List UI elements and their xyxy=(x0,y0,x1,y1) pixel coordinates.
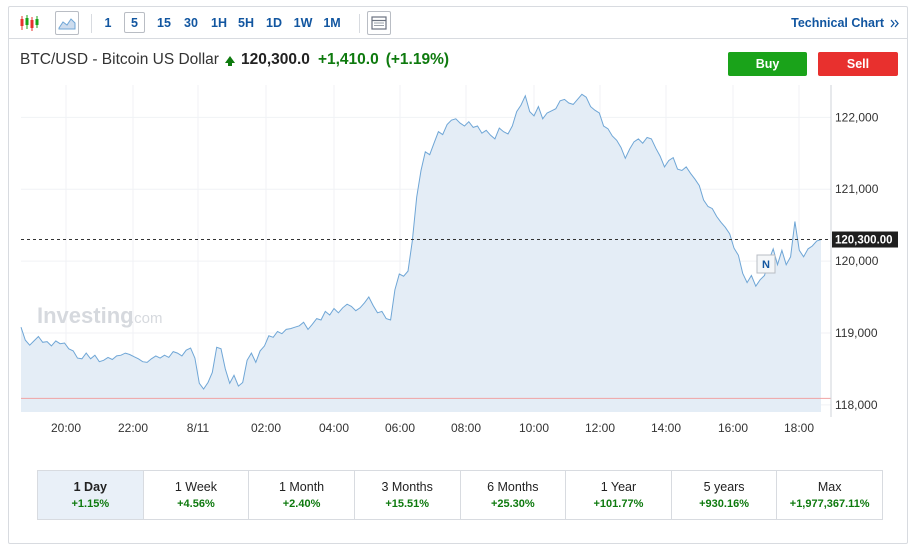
news-marker-label: N xyxy=(762,259,770,271)
y-tick-label: 118,000 xyxy=(835,398,878,412)
x-tick-label: 08:00 xyxy=(451,421,481,435)
watermark-suffix: .com xyxy=(130,310,163,327)
x-tick-label: 12:00 xyxy=(585,421,615,435)
interval-button-1w[interactable]: 1W xyxy=(293,16,313,30)
price-line xyxy=(20,93,822,390)
period-change: +4.56% xyxy=(177,498,215,510)
current-price-tag xyxy=(832,231,898,248)
period-tab[interactable]: 5 years +930.16% xyxy=(672,471,778,519)
instrument-header: BTC/USD - Bitcoin US Dollar 120,300.0 +1… xyxy=(20,51,449,69)
x-tick-label: 16:00 xyxy=(718,421,748,435)
period-label: 5 years xyxy=(703,480,745,494)
toolbar-divider xyxy=(91,14,92,33)
x-tick-label: 22:00 xyxy=(118,421,148,435)
double-chevron-right-icon xyxy=(890,19,899,27)
interval-button-1[interactable]: 1 xyxy=(104,16,112,30)
buy-button[interactable]: Buy xyxy=(728,52,807,76)
period-change: +101.77% xyxy=(593,498,644,510)
y-tick-label: 120,000 xyxy=(835,254,879,268)
period-label: Max xyxy=(817,480,842,494)
period-label: 1 Year xyxy=(600,480,637,494)
price-area xyxy=(21,94,821,413)
instrument-name: BTC/USD - Bitcoin US Dollar xyxy=(20,51,219,68)
technical-chart-link[interactable]: Technical Chart xyxy=(791,16,899,30)
chart-widget: Technical Chart 1 5 15 30 1H 5H 1D 1W 1M BTC/USD… xyxy=(8,6,908,544)
period-change: +1.15% xyxy=(71,498,110,510)
sell-button[interactable]: Sell xyxy=(818,52,898,76)
interval-button-1d[interactable]: 1D xyxy=(266,16,282,30)
period-label: 1 Day xyxy=(73,480,107,494)
period-change: +15.51% xyxy=(385,498,430,510)
period-change: +25.30% xyxy=(490,498,535,510)
technical-chart-label: Technical Chart xyxy=(791,16,884,30)
interval-button-5[interactable]: 5 xyxy=(124,12,145,33)
y-tick-label: 121,000 xyxy=(835,182,879,196)
current-price-label: 120,300.00 xyxy=(835,235,893,247)
period-tab[interactable]: 6 Months +25.30% xyxy=(461,471,567,519)
area-chart-icon[interactable] xyxy=(55,11,79,35)
price-change: +1,410.0 xyxy=(317,51,379,68)
interval-button-5h[interactable]: 5H xyxy=(238,16,254,30)
period-tab[interactable]: 3 Months +15.51% xyxy=(355,471,461,519)
period-tab[interactable]: 1 Month +2.40% xyxy=(249,471,355,519)
x-tick-label: 14:00 xyxy=(651,421,681,435)
period-label: 6 Months xyxy=(487,480,539,494)
x-tick-label: 20:00 xyxy=(51,421,81,435)
news-marker xyxy=(756,254,776,274)
y-tick-label: 122,000 xyxy=(835,110,879,124)
x-tick-label: 18:00 xyxy=(784,421,814,435)
x-tick-label: 06:00 xyxy=(385,421,415,435)
x-tick-label: 10:00 xyxy=(519,421,549,435)
period-tab[interactable]: 1 Week +4.56% xyxy=(144,471,250,519)
x-tick-label: 04:00 xyxy=(319,421,349,435)
period-change: +930.16% xyxy=(699,498,749,510)
chart-toolbar: Technical Chart 1 5 15 30 1H 5H 1D 1W 1M xyxy=(9,7,907,39)
candlestick-chart-icon[interactable] xyxy=(17,11,41,35)
period-tab[interactable]: Max +1,977,367.11% xyxy=(777,471,882,519)
watermark-brand: Investing xyxy=(37,303,134,328)
period-tab[interactable]: 1 Day +1.15% xyxy=(38,471,144,519)
period-label: 3 Months xyxy=(381,480,433,494)
calendar-table-icon[interactable] xyxy=(367,11,391,35)
period-label: 1 Month xyxy=(278,480,325,494)
period-label: 1 Week xyxy=(174,480,218,494)
price-change-percent: (+1.19%) xyxy=(385,51,450,68)
price-chart[interactable]: Investing.com 122,000 121,000 120,000 119,00… xyxy=(9,7,907,462)
toolbar-divider xyxy=(359,14,360,33)
x-tick-label: 8/11 xyxy=(187,421,210,435)
last-price: 120,300.0 xyxy=(240,51,310,68)
period-tab[interactable]: 1 Year +101.77% xyxy=(566,471,672,519)
interval-button-1m[interactable]: 1M xyxy=(323,16,341,30)
x-tick-label: 02:00 xyxy=(251,421,281,435)
period-change: +1,977,367.11% xyxy=(789,498,870,510)
interval-button-15[interactable]: 15 xyxy=(157,16,171,30)
arrow-up-icon xyxy=(224,55,235,66)
period-change: +2.40% xyxy=(282,498,321,510)
interval-button-1h[interactable]: 1H xyxy=(211,16,227,30)
y-tick-label: 119,000 xyxy=(835,326,878,340)
interval-button-30[interactable]: 30 xyxy=(184,16,198,30)
performance-periods: 1 Day +1.15% 1 Week +4.56% 1 Month +2.40% 3 Mo… xyxy=(37,470,883,520)
